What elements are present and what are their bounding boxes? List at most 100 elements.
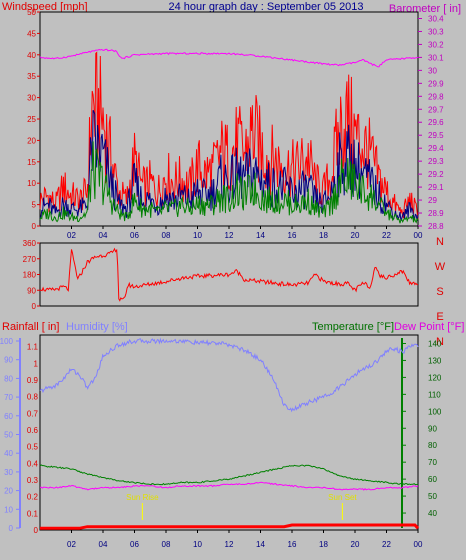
rain-tick-label: 0 [34, 526, 39, 535]
rain-tick-label: 0.5 [27, 443, 39, 452]
barometer-tick-label: 29.3 [428, 157, 444, 166]
humidity-line [39, 337, 419, 413]
sun-markers: Sun Rise Sun Set [126, 493, 357, 520]
rain-tick-label: 0.4 [27, 459, 39, 468]
windspeed-tick-label: 20 [27, 136, 36, 145]
mean-line [39, 141, 419, 224]
barometer-tick-label: 29.6 [428, 118, 444, 127]
barometer-tick-label: 29.9 [428, 79, 444, 88]
rain-tick-label: 0.6 [27, 426, 39, 435]
hour-tick-label: 06 [130, 540, 139, 549]
barometer-tick-label: 29.8 [428, 92, 444, 101]
rain-tick-label: 1 [34, 359, 39, 368]
barometer-line [39, 48, 419, 68]
wind-series [39, 48, 419, 224]
hour-tick-label: 04 [99, 231, 108, 240]
windspeed-tick-label: 15 [27, 158, 36, 167]
barometer-tick-label: 28.8 [428, 222, 444, 231]
hour-tick-label: 06 [130, 231, 139, 240]
temperature-legend: Temperature [°F] [312, 321, 394, 333]
hour-tick-label: 16 [288, 540, 297, 549]
compass-label: W [435, 261, 446, 273]
humidity-axis: 0 10 20 30 40 50 60 70 80 90 100 [0, 337, 20, 533]
dewpoint-legend: Dew Point [°F] [394, 321, 464, 333]
temperature-tick-label: 40 [428, 509, 437, 518]
rain-axis: 0 0.1 0.2 0.3 0.4 0.5 0.6 0.7 0.8 0.9 1 1.1 [27, 343, 39, 535]
rainfall-legend: Rainfall [ in] [2, 321, 59, 333]
temperature-tick-label: 120 [428, 373, 442, 382]
windspeed-tick-label: 30 [27, 94, 36, 103]
hour-tick-label: 22 [382, 231, 391, 240]
hour-tick-label: 18 [319, 540, 328, 549]
barometer-tick-label: 29.1 [428, 183, 444, 192]
direction-line [39, 247, 419, 302]
temperature-axis: 40 50 60 70 80 90 100 110 120 130 140 [402, 339, 442, 518]
direction-tick-label: 270 [23, 255, 37, 264]
hour-tick-label: 02 [67, 231, 76, 240]
compass-label: E [436, 311, 443, 323]
rain-plot-frame [39, 334, 419, 531]
wind-left-axis: 0 5 10 15 20 25 30 35 40 45 50 [27, 8, 40, 231]
wind-x-axis: 02 04 06 08 10 12 14 16 18 20 22 00 [67, 226, 423, 240]
hour-tick-label: 02 [67, 540, 76, 549]
temperature-tick-label: 100 [428, 407, 442, 416]
humidity-tick-label: 20 [4, 487, 13, 496]
hour-tick-label: 14 [256, 231, 265, 240]
barometer-tick-label: 30 [428, 66, 437, 75]
temperature-tick-label: 130 [428, 356, 442, 365]
barometer-tick-label: 29.7 [428, 105, 444, 114]
rainfall-line [40, 523, 420, 530]
gust-line [39, 51, 419, 220]
windspeed-axis-title: Windspeed [mph] [2, 1, 88, 13]
hour-tick-label: 12 [225, 540, 234, 549]
compass-label: S [436, 286, 443, 298]
humidity-tick-label: 70 [4, 393, 13, 402]
barometer-tick-label: 30.3 [428, 27, 444, 36]
humidity-tick-label: 0 [9, 524, 14, 533]
direction-tick-label: 360 [23, 239, 37, 248]
hour-tick-label: 04 [99, 540, 108, 549]
windspeed-tick-label: 5 [32, 201, 37, 210]
hour-tick-label: 16 [288, 231, 297, 240]
rain-tick-label: 0.9 [27, 376, 39, 385]
hour-tick-label: 08 [162, 231, 171, 240]
windspeed-tick-label: 0 [32, 222, 37, 231]
direction-left-axis: 0 90 180 270 360 [23, 239, 40, 311]
rain-humidity-temp-series [39, 337, 420, 530]
temperature-tick-label: 110 [428, 390, 441, 399]
windspeed-tick-label: 50 [27, 8, 36, 17]
barometer-tick-label: 30.1 [428, 53, 444, 62]
rain-tick-label: 0.1 [27, 509, 39, 518]
rain-tick-label: 0.2 [27, 493, 39, 502]
sun-marker-label: Sun Set [328, 493, 357, 502]
barometer-tick-label: 29.4 [428, 144, 444, 153]
windspeed-tick-label: 25 [27, 115, 36, 124]
sun-marker-label: Sun Rise [126, 493, 159, 502]
temperature-tick-label: 80 [428, 441, 437, 450]
humidity-tick-label: 90 [4, 356, 13, 365]
humidity-tick-label: 40 [4, 449, 13, 458]
humidity-tick-label: 50 [4, 431, 13, 440]
rain-tick-label: 1.1 [27, 343, 39, 352]
compass-label: N [436, 236, 444, 248]
hour-tick-label: 08 [162, 540, 171, 549]
humidity-tick-label: 80 [4, 374, 13, 383]
direction-right-axis: N W S E N [435, 236, 446, 348]
temperature-tick-label: 50 [428, 492, 437, 501]
temperature-line [39, 464, 419, 486]
hour-tick-label: 22 [382, 540, 391, 549]
barometer-tick-label: 30.4 [428, 14, 444, 23]
barometer-tick-label: 30.2 [428, 40, 444, 49]
barometer-right-axis: 28.8 28.9 29 29.1 29.2 29.3 29.4 29.5 29.6 29.7 29… [418, 14, 444, 231]
hour-tick-label: 20 [351, 540, 360, 549]
temperature-tick-label: 70 [428, 458, 437, 467]
barometer-tick-label: 29.2 [428, 170, 444, 179]
humidity-tick-label: 30 [4, 468, 13, 477]
windspeed-tick-label: 10 [27, 179, 36, 188]
hour-tick-label: 12 [225, 231, 234, 240]
rain-tick-label: 0.7 [27, 409, 39, 418]
rain-x-axis: 02 04 06 08 10 12 14 16 18 20 22 00 [67, 530, 423, 549]
windspeed-tick-label: 35 [27, 72, 36, 81]
